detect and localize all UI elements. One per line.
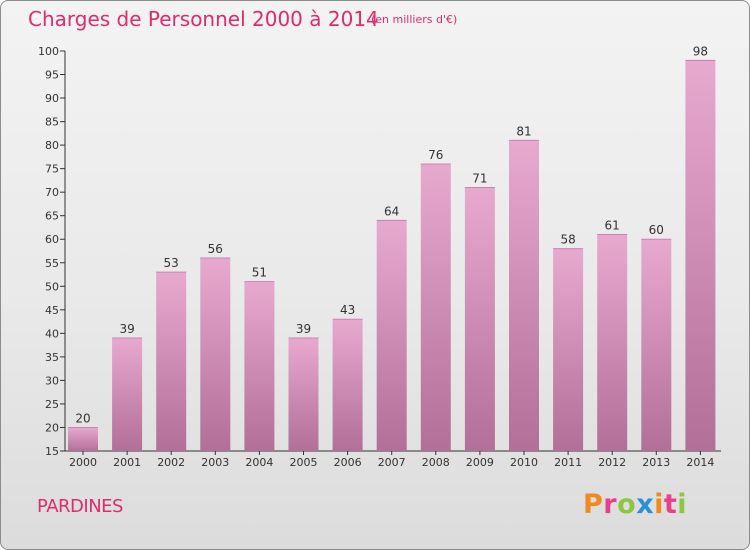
x-tick-label: 2010 [510, 456, 538, 469]
bar [156, 272, 187, 451]
bar [200, 258, 231, 451]
y-tick-label: 95 [45, 69, 59, 82]
x-tick-label: 2005 [290, 456, 318, 469]
commune-name: PARDINES [37, 496, 123, 517]
y-tick-label: 60 [45, 233, 59, 246]
x-tick-label: 2008 [422, 456, 450, 469]
y-tick-label: 35 [45, 351, 59, 364]
bar [464, 187, 495, 451]
bar [597, 234, 628, 451]
bar [332, 319, 363, 451]
chart-title: Charges de Personnel 2000 à 2014 [28, 7, 379, 31]
bar [288, 338, 319, 451]
y-tick-label: 90 [45, 92, 59, 105]
data-label: 61 [605, 219, 620, 233]
data-label: 71 [472, 171, 487, 185]
y-tick-label: 85 [45, 116, 59, 129]
bar [641, 239, 672, 451]
data-label: 39 [296, 322, 311, 336]
y-tick-label: 55 [45, 257, 59, 270]
y-tick-label: 15 [45, 445, 59, 458]
bar [685, 60, 716, 451]
logo-letter: i [654, 489, 664, 520]
data-label: 39 [119, 322, 134, 336]
x-tick-label: 2012 [598, 456, 626, 469]
x-tick-label: 2009 [466, 456, 494, 469]
y-tick-label: 75 [45, 163, 59, 176]
x-tick-label: 2007 [378, 456, 406, 469]
y-tick-label: 40 [45, 327, 59, 340]
logo-letter: P [583, 489, 604, 520]
data-label: 58 [560, 233, 575, 247]
logo-letter: i [677, 489, 688, 520]
bar [112, 338, 143, 451]
y-tick-label: 25 [45, 398, 59, 411]
y-tick-label: 70 [45, 186, 59, 199]
bar [244, 281, 275, 451]
data-label: 64 [384, 204, 399, 218]
logo-letter: t [663, 489, 678, 520]
data-label: 98 [693, 44, 708, 58]
logo-letter: r [603, 489, 618, 520]
y-tick-label: 65 [45, 210, 59, 223]
data-label: 53 [164, 256, 179, 270]
data-label: 56 [208, 242, 223, 256]
x-tick-label: 2006 [334, 456, 362, 469]
x-tick-label: 2014 [686, 456, 714, 469]
y-tick-label: 50 [45, 280, 59, 293]
y-tick-label: 80 [45, 139, 59, 152]
x-tick-label: 2002 [157, 456, 185, 469]
x-tick-label: 2011 [554, 456, 582, 469]
proxiti-logo: Proxiti [583, 489, 687, 520]
data-label: 20 [75, 411, 90, 425]
data-label: 51 [252, 266, 267, 280]
x-tick-label: 2001 [113, 456, 141, 469]
chart-subtitle: (en milliers d'€) [371, 13, 458, 26]
y-tick-label: 30 [45, 374, 59, 387]
bar [553, 248, 584, 451]
data-label: 76 [428, 148, 443, 162]
logo-letter: x [636, 489, 655, 520]
y-tick-label: 45 [45, 304, 59, 317]
x-tick-label: 2003 [201, 456, 229, 469]
x-tick-label: 2004 [245, 456, 273, 469]
bar [376, 220, 407, 451]
data-label: 81 [516, 124, 531, 138]
y-tick-label: 100 [38, 45, 59, 58]
logo-letter: o [617, 489, 637, 520]
bar [509, 140, 539, 452]
y-tick-label: 20 [45, 421, 59, 434]
bar [68, 427, 98, 451]
data-label: 60 [649, 223, 664, 237]
x-tick-label: 2000 [69, 456, 97, 469]
bar [420, 163, 451, 452]
data-label: 43 [340, 303, 355, 317]
x-tick-label: 2013 [642, 456, 670, 469]
